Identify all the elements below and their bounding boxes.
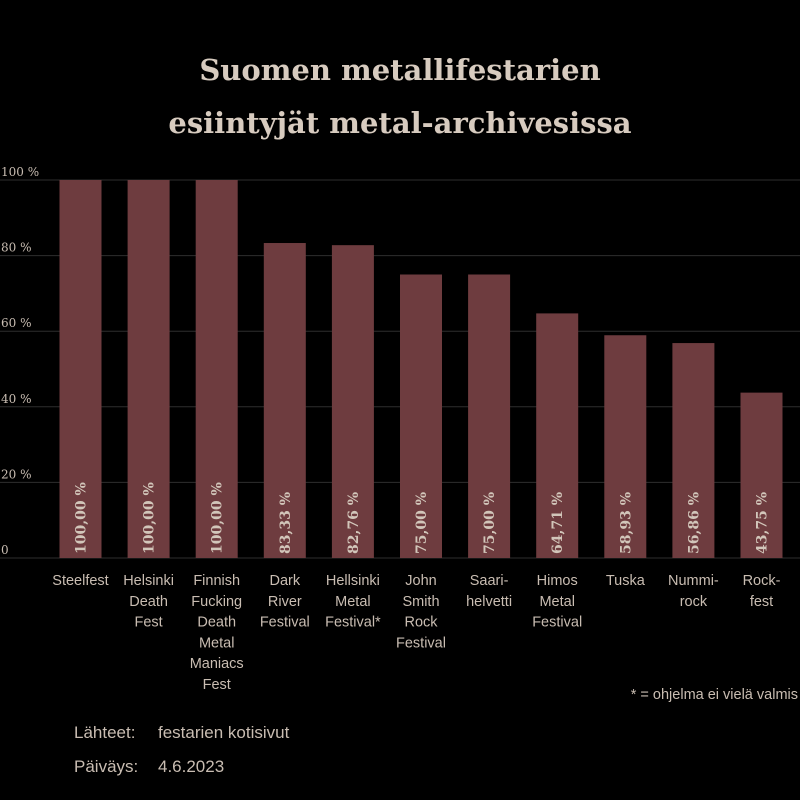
y-tick-label: 0: [1, 543, 9, 557]
y-tick-label: 20 %: [1, 467, 32, 481]
y-tick-label: 100 %: [1, 165, 39, 179]
chart-title-line-1: Suomen metallifestarien: [199, 53, 600, 87]
chart-title-line-2: esiintyjät metal-archivesissa: [168, 106, 631, 140]
y-axis-ticks: 0 20 % 40 % 60 % 80 % 100 %: [1, 165, 39, 557]
x-tick-label: Finnish Fucking Death Metal Maniacs Fest: [190, 573, 244, 693]
y-tick-label: 40 %: [1, 392, 32, 406]
x-tick-label: Nummi-rock: [668, 573, 719, 610]
bar: [740, 392, 783, 558]
data-label: 64,71 %: [550, 492, 566, 554]
data-label: 82,76 %: [346, 492, 362, 554]
bar: [331, 245, 374, 558]
bar: [536, 313, 579, 558]
sources-value: festarien kotisivut: [158, 723, 290, 742]
bar: [672, 343, 715, 558]
data-labels: 100,00 % 100,00 % 100,00 % 83,33 % 82,76 % 75…: [74, 482, 771, 554]
x-tick-label: Saari-helvetti: [466, 573, 512, 610]
data-label: 75,00 %: [414, 492, 430, 554]
data-label: 75,00 %: [482, 492, 498, 554]
bar: [468, 274, 511, 558]
x-tick-label: Hellsinki Metal Festival*: [325, 573, 381, 631]
x-axis-labels: Steelfest Helsinki Death Fest Finnish Fucking…: [52, 573, 780, 693]
x-tick-label: Helsinki Death Fest: [123, 573, 174, 631]
y-tick-label: 60 %: [1, 316, 32, 330]
date-label: Päiväys:: [74, 757, 138, 776]
data-label: 100,00 %: [142, 482, 158, 554]
bar: [59, 180, 102, 558]
x-tick-label: Tuska: [606, 573, 646, 589]
date-value: 4.6.2023: [158, 757, 224, 776]
sources-label: Lähteet:: [74, 723, 135, 742]
data-label: 56,86 %: [686, 492, 702, 554]
bar: [263, 243, 306, 558]
x-tick-label: Steelfest: [52, 573, 108, 589]
data-label: 43,75 %: [755, 492, 771, 554]
bar: [400, 274, 442, 558]
x-tick-label: Himos Metal Festival: [532, 573, 582, 631]
data-label: 100,00 %: [74, 482, 90, 554]
x-tick-label: John Smith Rock Festival: [396, 573, 446, 651]
bars: [59, 180, 783, 558]
data-label: 58,93 %: [618, 492, 634, 554]
footnote: * = ohjelma ei vielä valmis: [631, 687, 798, 703]
bar: [195, 180, 238, 558]
x-tick-label: Dark River Festival: [260, 573, 310, 631]
y-tick-label: 80 %: [1, 241, 32, 255]
data-label: 100,00 %: [210, 482, 226, 554]
data-label: 83,33 %: [278, 492, 294, 554]
bar: [127, 180, 170, 558]
bar: [604, 335, 647, 558]
x-tick-label: Rock-fest: [743, 573, 781, 610]
